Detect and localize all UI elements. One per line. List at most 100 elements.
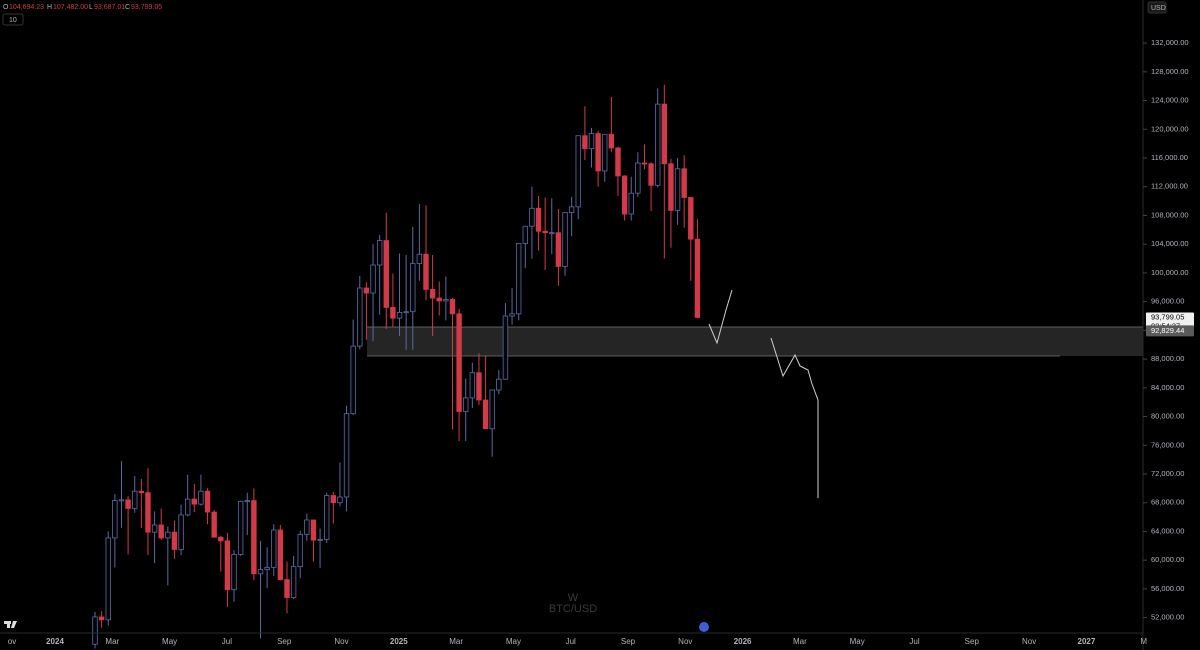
body [515, 243, 522, 315]
h-label: H [47, 4, 52, 11]
body [158, 524, 164, 539]
y-tick-label: 88,000.00 [1151, 354, 1184, 363]
body [429, 289, 436, 299]
y-tick-label: 76,000.00 [1151, 440, 1184, 449]
body [237, 500, 244, 555]
y-tick-label: 72,000.00 [1151, 469, 1184, 478]
level-price-box [1146, 325, 1194, 337]
time-axis: ov 2024 Mar May Jul Sep Nov 2025 Mar May Jul Sep Nov… [8, 637, 1148, 646]
body [132, 490, 138, 509]
body [396, 312, 403, 319]
body [621, 175, 628, 215]
body [317, 538, 323, 541]
body [496, 378, 502, 391]
body [350, 345, 356, 415]
body [118, 499, 125, 502]
header: O 104,694.23 H 107,482.00 L 93,687.01 C … [2, 4, 162, 26]
x-axis-label: Nov [678, 637, 692, 646]
body [562, 212, 568, 267]
y-tick-label: 64,000.00 [1151, 526, 1184, 535]
body [376, 240, 383, 266]
body [330, 495, 337, 504]
body [310, 519, 317, 541]
body [542, 230, 548, 234]
body [549, 232, 555, 235]
y-tick-label: 108,000.00 [1151, 210, 1189, 219]
x-axis-label: May [850, 637, 865, 646]
event-icon[interactable] [699, 622, 709, 632]
y-tick-label: 112,000.00 [1151, 182, 1188, 191]
body [178, 514, 184, 550]
body [615, 147, 621, 177]
x-axis-label: 2027 [1078, 637, 1096, 646]
body [582, 135, 588, 150]
logo-part [11, 621, 17, 628]
x-axis-label: Sep [277, 637, 292, 646]
interval-badge[interactable] [2, 13, 24, 26]
body [145, 492, 151, 533]
x-axis-label: Jul [222, 637, 232, 646]
body [449, 299, 456, 315]
y-tick-label: 116,000.00 [1151, 153, 1188, 162]
body [608, 133, 615, 149]
body [489, 389, 495, 430]
body [661, 103, 668, 165]
y-tick-label: 128,000.00 [1151, 67, 1189, 76]
body [184, 498, 191, 516]
body [403, 311, 409, 314]
x-axis-label: 2026 [734, 637, 752, 646]
y-tick-label: 132,000.00 [1151, 38, 1189, 47]
body [628, 192, 634, 215]
x-axis-label: Jul [566, 637, 576, 646]
body [363, 287, 370, 294]
body [423, 253, 429, 290]
y-tick-label: 84,000.00 [1151, 383, 1184, 392]
x-axis-label: ov [8, 637, 16, 646]
watermark-interval: W [568, 592, 579, 604]
body [469, 372, 476, 399]
y-tick-label: 68,000.00 [1151, 498, 1184, 507]
body [522, 225, 528, 244]
body [390, 306, 396, 319]
body [635, 162, 641, 194]
low-value: 93,687.01 [94, 4, 125, 11]
body [198, 490, 204, 505]
body [668, 163, 674, 211]
y-tick-label: 60,000.00 [1151, 555, 1184, 564]
body [482, 399, 489, 430]
body [370, 264, 376, 294]
body [641, 162, 648, 165]
open-value: 104,694.23 [9, 4, 44, 11]
x-axis-label: Nov [334, 637, 348, 646]
body [568, 206, 575, 213]
x-axis-label: 2025 [390, 637, 408, 646]
x-axis-label: Nov [1022, 637, 1036, 646]
currency-box[interactable] [1147, 1, 1167, 14]
body [231, 554, 237, 591]
x-axis-label: May [506, 637, 521, 646]
c-label: C [125, 4, 130, 11]
close-value: 93,799.05 [131, 4, 162, 11]
body [688, 197, 694, 240]
body [290, 566, 297, 598]
interval-text: 10 [9, 17, 17, 24]
body [165, 531, 171, 539]
watermark-symbol: BTC/USD [549, 603, 597, 615]
body [456, 313, 462, 412]
body [284, 579, 290, 598]
x-axis-label: Sep [965, 637, 980, 646]
y-tick-label: 80,000.00 [1151, 412, 1184, 421]
x-axis-label: Mar [449, 637, 463, 646]
body [204, 490, 211, 513]
body [271, 529, 277, 568]
body [337, 496, 343, 504]
x-axis-label: M [1140, 637, 1147, 646]
x-axis-label: Mar [793, 637, 807, 646]
body [244, 500, 250, 502]
body [218, 536, 224, 542]
body [151, 524, 158, 533]
body [171, 531, 178, 550]
zone-rect [367, 327, 1143, 356]
